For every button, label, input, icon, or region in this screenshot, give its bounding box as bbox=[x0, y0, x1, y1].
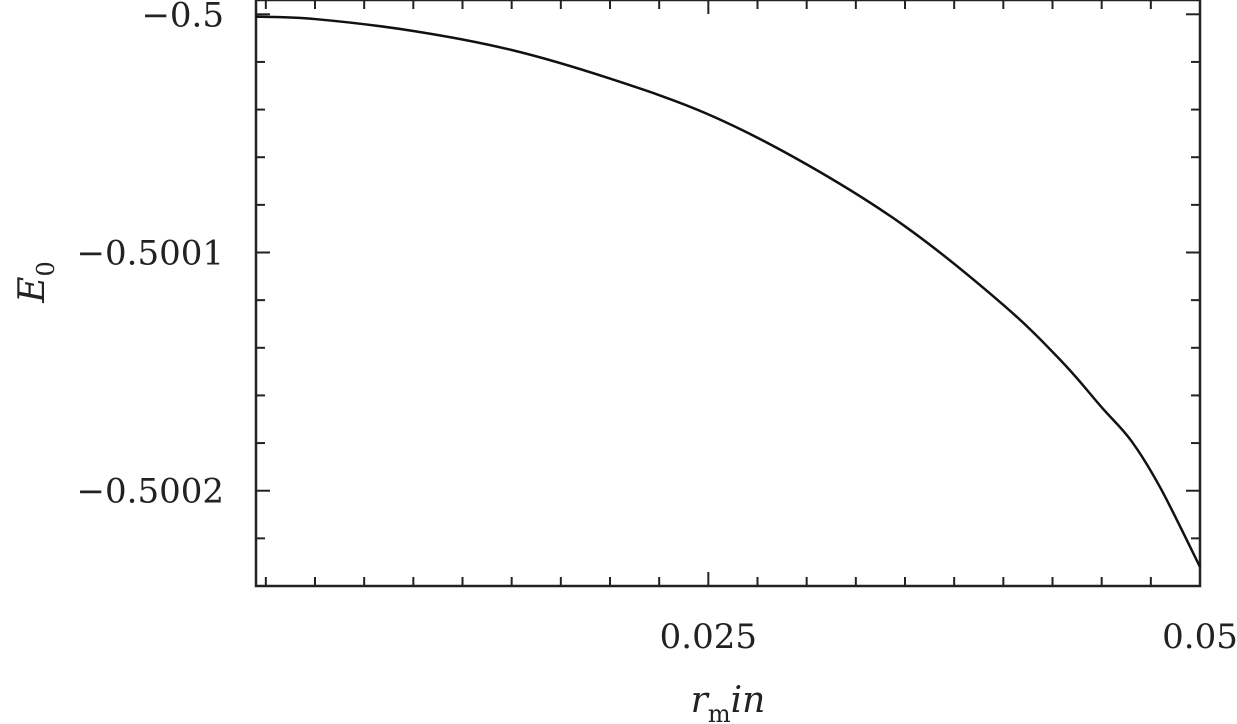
y-tick-label: −0.5002 bbox=[77, 472, 224, 512]
tick-labels: 0.025 0.05 −0.5 −0.5001 −0.5002 bbox=[77, 0, 1237, 657]
y-axis-title-sub: 0 bbox=[32, 261, 60, 276]
y-tick-label: −0.5 bbox=[141, 0, 224, 35]
x-axis-title-sub: m bbox=[708, 700, 731, 724]
x-axis-title-base: r bbox=[691, 680, 710, 721]
y-axis-title-base: E bbox=[12, 277, 53, 304]
y-tick-label: −0.5001 bbox=[77, 234, 224, 274]
plot-frame bbox=[254, 0, 1202, 588]
x-tick-label: 0.025 bbox=[660, 617, 757, 657]
series-line bbox=[255, 15, 1202, 568]
y-axis-title: E0 bbox=[12, 261, 60, 304]
axis-ticks bbox=[256, 0, 1200, 586]
x-axis-title-rest: in bbox=[731, 680, 766, 721]
x-tick-label: 0.05 bbox=[1162, 617, 1237, 657]
x-axis-title: rmin bbox=[691, 680, 766, 724]
